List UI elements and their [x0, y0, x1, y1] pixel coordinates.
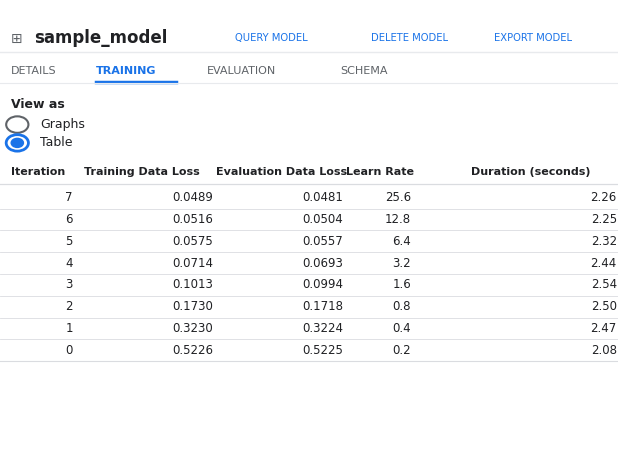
Circle shape	[11, 138, 23, 147]
Text: 2.54: 2.54	[591, 278, 617, 291]
Text: 0.1718: 0.1718	[302, 300, 343, 313]
Text: Training Data Loss: Training Data Loss	[84, 167, 200, 177]
Text: 0.3230: 0.3230	[172, 322, 213, 335]
Text: Evaluation Data Loss: Evaluation Data Loss	[216, 167, 347, 177]
Text: 3: 3	[66, 278, 73, 291]
Text: 2.44: 2.44	[591, 256, 617, 270]
Text: SCHEMA: SCHEMA	[340, 66, 387, 76]
Text: 0.5225: 0.5225	[302, 344, 343, 357]
Text: 6: 6	[66, 213, 73, 226]
Text: 0.1013: 0.1013	[172, 278, 213, 291]
Text: EVALUATION: EVALUATION	[207, 66, 276, 76]
Text: 0.0693: 0.0693	[302, 256, 343, 270]
Text: 0: 0	[66, 344, 73, 357]
Text: ⊞: ⊞	[11, 32, 23, 45]
Text: 7: 7	[66, 191, 73, 204]
Text: 5: 5	[66, 235, 73, 248]
Text: 0.0575: 0.0575	[172, 235, 213, 248]
Text: 0.3224: 0.3224	[302, 322, 343, 335]
Text: Graphs: Graphs	[40, 118, 85, 131]
Text: 2.08: 2.08	[591, 344, 617, 357]
Text: 0.5226: 0.5226	[172, 344, 213, 357]
Text: 3.2: 3.2	[392, 256, 411, 270]
Text: 6.4: 6.4	[392, 235, 411, 248]
Text: 25.6: 25.6	[385, 191, 411, 204]
Text: 2.47: 2.47	[591, 322, 617, 335]
Text: 0.0516: 0.0516	[172, 213, 213, 226]
Text: 4: 4	[66, 256, 73, 270]
Text: 0.0557: 0.0557	[302, 235, 343, 248]
Text: 0.1730: 0.1730	[172, 300, 213, 313]
Text: 0.2: 0.2	[392, 344, 411, 357]
Text: 0.0504: 0.0504	[302, 213, 343, 226]
Text: 12.8: 12.8	[385, 213, 411, 226]
Text: 0.0481: 0.0481	[302, 191, 343, 204]
Text: 2.50: 2.50	[591, 300, 617, 313]
Text: 0.0994: 0.0994	[302, 278, 343, 291]
Text: DELETE MODEL: DELETE MODEL	[371, 33, 448, 44]
Text: 0.0714: 0.0714	[172, 256, 213, 270]
Text: QUERY MODEL: QUERY MODEL	[235, 33, 308, 44]
Text: EXPORT MODEL: EXPORT MODEL	[494, 33, 572, 44]
Text: 0.8: 0.8	[392, 300, 411, 313]
Text: Table: Table	[40, 136, 73, 149]
Text: 1.6: 1.6	[392, 278, 411, 291]
Text: 2.26: 2.26	[591, 191, 617, 204]
Text: 2.25: 2.25	[591, 213, 617, 226]
Text: 2.32: 2.32	[591, 235, 617, 248]
Text: 0.0489: 0.0489	[172, 191, 213, 204]
Text: sample_model: sample_model	[34, 29, 167, 48]
Text: Duration (seconds): Duration (seconds)	[471, 167, 591, 177]
Text: View as: View as	[11, 98, 65, 111]
Text: Iteration: Iteration	[11, 167, 66, 177]
Text: TRAINING: TRAINING	[96, 66, 156, 76]
Text: 1: 1	[66, 322, 73, 335]
Text: DETAILS: DETAILS	[11, 66, 57, 76]
Text: 0.4: 0.4	[392, 322, 411, 335]
Text: Learn Rate: Learn Rate	[346, 167, 414, 177]
Text: 2: 2	[66, 300, 73, 313]
